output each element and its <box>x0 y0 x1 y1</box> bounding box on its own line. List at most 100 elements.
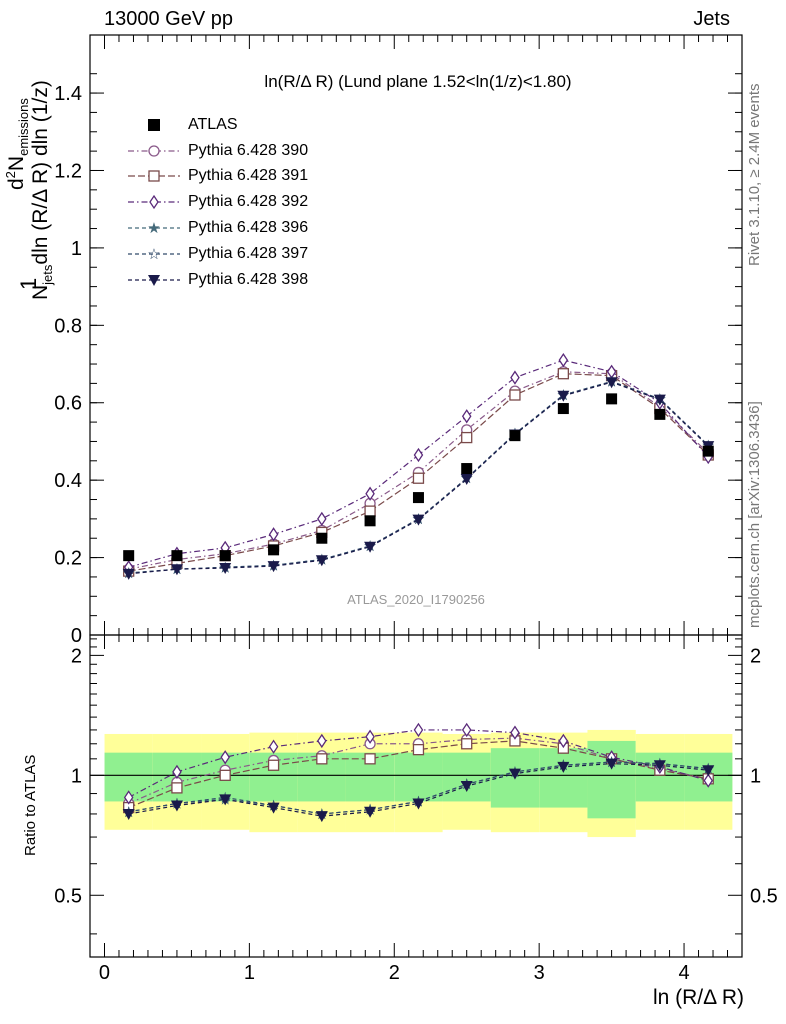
ratio-band-inner <box>394 752 443 802</box>
series-point <box>461 409 472 424</box>
series-point <box>653 394 666 406</box>
series-line <box>128 359 709 568</box>
legend-label: Pythia 6.428 391 <box>188 167 309 185</box>
main-ytick-label: 0.6 <box>54 393 82 415</box>
main-ytick-label: 1.2 <box>54 160 82 182</box>
series-point <box>509 389 521 401</box>
main-ytick-label: 0.2 <box>54 548 82 570</box>
legend-marker-392 <box>128 195 180 210</box>
xtick-label: 3 <box>534 962 545 984</box>
ratio-series-point <box>413 722 424 738</box>
series-point <box>267 561 280 573</box>
ratio-band-inner <box>539 748 588 808</box>
legend-label: Pythia 6.428 398 <box>188 270 309 288</box>
series-point <box>315 555 328 567</box>
ratio-ytick-label-right: 1 <box>750 765 761 787</box>
xtick-label: 2 <box>389 962 400 984</box>
ratio-series-point <box>317 733 327 749</box>
ratio-series-point <box>364 753 376 765</box>
series-point <box>268 527 279 542</box>
ratio-series-point <box>653 760 666 772</box>
series-point <box>510 370 520 385</box>
series-point <box>558 352 569 368</box>
ratio-band-inner <box>442 752 491 802</box>
main-ylabel-numerator: d2Nemissions <box>3 98 32 190</box>
series-point <box>122 568 135 580</box>
series-point <box>557 390 570 402</box>
header-left: 13000 GeV pp <box>104 8 233 30</box>
ratio-ytick-label-right: 0.5 <box>750 885 778 907</box>
ratio-series-point <box>605 758 618 770</box>
ratio-series-point <box>123 790 134 805</box>
series-point <box>413 447 424 463</box>
series-point <box>364 505 376 517</box>
x-axis-label: ln (R/Δ R) <box>652 986 744 1009</box>
ratio-ytick-label: 0.5 <box>54 885 82 907</box>
series-point <box>412 472 425 484</box>
atlas-point <box>509 430 521 442</box>
header-right: Jets <box>693 8 730 30</box>
legend-marker-391 <box>128 170 180 183</box>
rivet-version-label: Rivet 3.1.10, ≥ 2.4M events <box>746 83 763 267</box>
main-ytick-label: 1 <box>71 238 82 260</box>
series-point <box>365 486 375 501</box>
legend-label: Pythia 6.428 397 <box>188 244 309 262</box>
ratio-series-point <box>122 808 135 820</box>
xtick-label: 1 <box>244 962 255 984</box>
series-point <box>557 368 570 380</box>
ratio-series-point <box>508 768 521 780</box>
ratio-series-point <box>316 753 328 765</box>
atlas-point <box>364 515 376 527</box>
legend-item-392: Pythia 6.428 392 <box>128 189 308 215</box>
legend-item-397: ☆ Pythia 6.428 397 <box>128 241 308 267</box>
ratio-series-point <box>460 781 473 793</box>
legend-label: ATLAS <box>188 115 238 133</box>
legend-item-390: Pythia 6.428 390 <box>128 138 308 164</box>
series-point <box>170 564 183 576</box>
series-point <box>219 563 232 575</box>
ratio-ytick-label: 1 <box>71 765 82 787</box>
atlas-point <box>219 550 231 562</box>
legend-label: Pythia 6.428 390 <box>188 141 309 159</box>
mcplots-label: mcplots.cern.ch [arXiv:1306.3436] <box>746 401 763 628</box>
legend: ATLAS Pythia 6.428 390 Pythia 6.428 391 … <box>128 112 308 293</box>
atlas-point <box>606 393 618 405</box>
atlas-point <box>412 492 424 504</box>
series-point <box>460 474 473 485</box>
series-point <box>605 377 618 389</box>
atlas-point <box>654 408 666 420</box>
legend-marker-atlas <box>148 118 160 131</box>
ratio-ylabel: Ratio to ATLAS <box>22 754 39 856</box>
legend-item-396: ★ Pythia 6.428 396 <box>128 215 308 241</box>
ratio-series-point <box>267 759 280 771</box>
atlas-point <box>316 532 328 544</box>
ratio-series-point <box>364 806 377 818</box>
ratio-series-point <box>558 733 569 749</box>
legend-label: Pythia 6.428 396 <box>188 219 309 237</box>
xtick-label: 0 <box>99 962 110 984</box>
svg-text:☆: ☆ <box>147 245 160 263</box>
ratio-ytick-label-right: 2 <box>750 645 761 667</box>
ratio-series-point <box>703 773 714 788</box>
ratio-series-point <box>219 794 232 806</box>
main-ytick-label: 1.4 <box>54 83 82 105</box>
legend-item-atlas: ATLAS <box>128 112 308 138</box>
ratio-series-point <box>461 738 473 750</box>
ratio-series-point <box>267 802 280 814</box>
ratio-series-point <box>365 729 375 744</box>
ratio-series-point <box>510 725 520 740</box>
ratio-series-point <box>412 798 425 810</box>
atlas-point <box>123 550 135 562</box>
ratio-series-point <box>315 811 328 823</box>
main-ytick-label: 0.8 <box>54 315 82 337</box>
ratio-series-point <box>268 739 279 754</box>
ratio-series-point <box>171 782 183 794</box>
svg-text:★: ★ <box>147 219 160 237</box>
ratio-series-point <box>170 800 183 812</box>
atlas-point <box>268 544 280 556</box>
ratio-series-point <box>557 761 570 773</box>
chart-title: ln(R/Δ R) (Lund plane 1.52<ln(1/z)<1.80) <box>264 72 571 91</box>
series-point <box>412 514 425 526</box>
atlas-point <box>557 403 569 415</box>
